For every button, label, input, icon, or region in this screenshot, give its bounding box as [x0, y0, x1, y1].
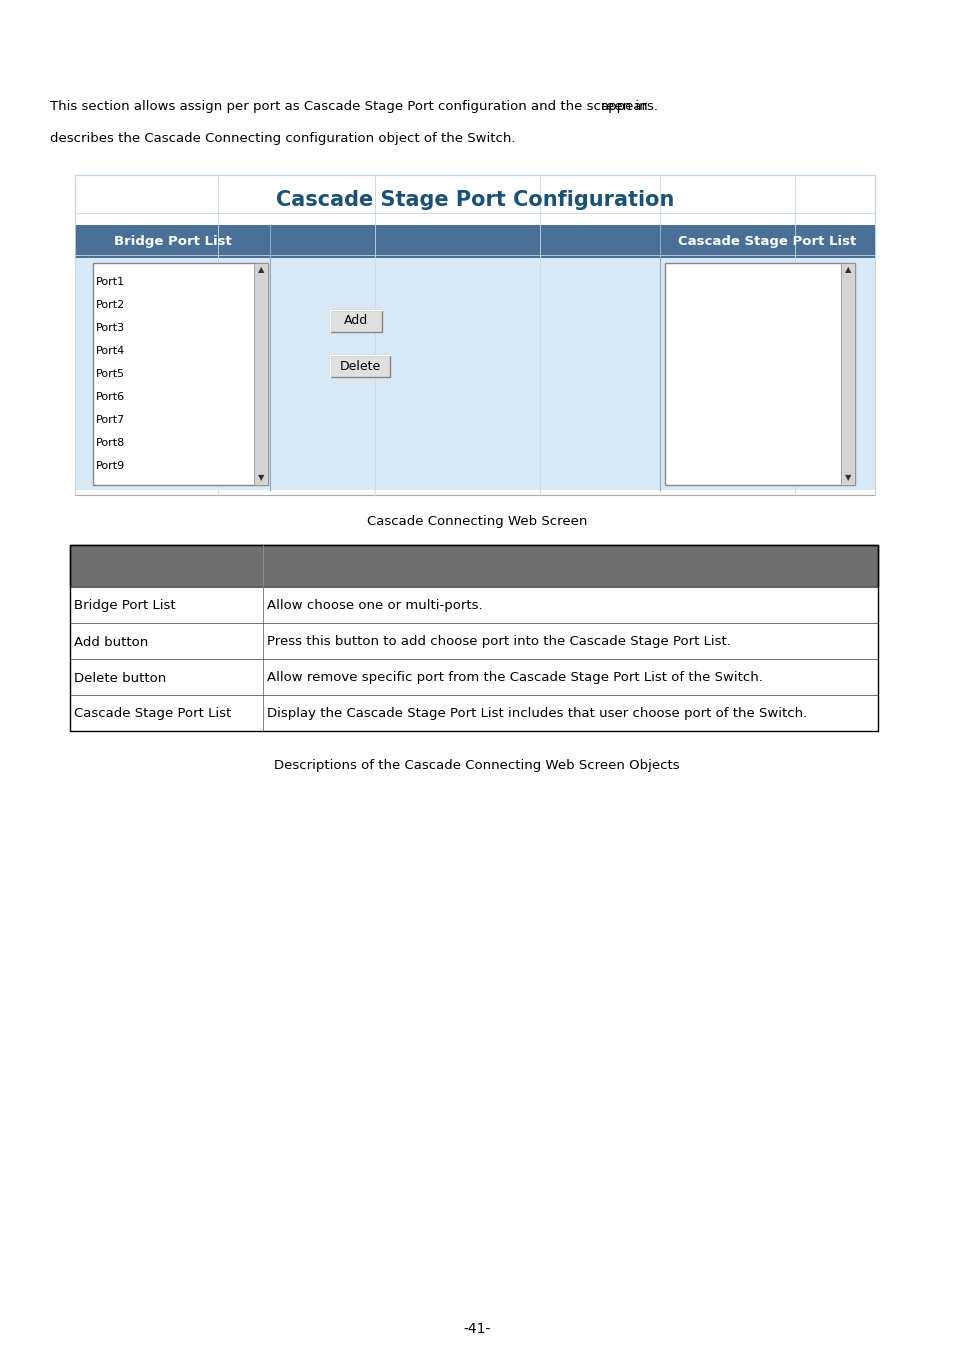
Text: Port2: Port2: [96, 300, 125, 309]
Text: Port9: Port9: [96, 462, 125, 471]
Text: Cascade Stage Port List: Cascade Stage Port List: [678, 235, 856, 248]
Text: Bridge Port List: Bridge Port List: [74, 599, 175, 613]
Text: Cascade Stage Port Configuration: Cascade Stage Port Configuration: [275, 190, 674, 211]
Text: Delete button: Delete button: [74, 671, 166, 684]
Bar: [70, 659, 877, 695]
Text: Bridge Port List: Bridge Port List: [113, 235, 232, 248]
Bar: [330, 355, 390, 377]
Text: Port1: Port1: [96, 277, 125, 286]
Bar: [70, 622, 877, 659]
Text: ▼: ▼: [843, 474, 850, 482]
Text: -41-: -41-: [463, 1322, 490, 1336]
Bar: [92, 263, 268, 485]
Bar: [75, 176, 874, 495]
Text: Port5: Port5: [96, 369, 125, 379]
Text: Add button: Add button: [74, 636, 148, 648]
Text: Port7: Port7: [96, 416, 125, 425]
Text: appears.: appears.: [599, 100, 658, 113]
Text: Port6: Port6: [96, 392, 125, 402]
Bar: [75, 225, 874, 258]
Bar: [70, 545, 877, 730]
Bar: [841, 263, 854, 485]
Text: Port4: Port4: [96, 346, 125, 356]
Text: Add: Add: [343, 315, 368, 328]
Text: This section allows assign per port as Cascade Stage Port configuration and the : This section allows assign per port as C…: [50, 100, 647, 113]
Text: describes the Cascade Connecting configuration object of the Switch.: describes the Cascade Connecting configu…: [50, 132, 515, 144]
Text: ▲: ▲: [257, 266, 264, 274]
Bar: [664, 263, 854, 485]
Text: Port3: Port3: [96, 323, 125, 333]
Bar: [70, 587, 877, 622]
Text: Port8: Port8: [96, 439, 125, 448]
Bar: [253, 263, 268, 485]
Text: Descriptions of the Cascade Connecting Web Screen Objects: Descriptions of the Cascade Connecting W…: [274, 759, 679, 772]
Bar: [70, 695, 877, 730]
Bar: [75, 258, 874, 490]
Text: ▲: ▲: [843, 266, 850, 274]
Text: Cascade Stage Port List: Cascade Stage Port List: [74, 707, 231, 721]
Text: Allow choose one or multi-ports.: Allow choose one or multi-ports.: [267, 599, 482, 613]
Text: ▼: ▼: [257, 474, 264, 482]
Bar: [70, 545, 877, 587]
Text: Delete: Delete: [339, 359, 380, 373]
Text: Press this button to add choose port into the Cascade Stage Port List.: Press this button to add choose port int…: [267, 636, 730, 648]
Text: Cascade Connecting Web Screen: Cascade Connecting Web Screen: [366, 514, 587, 528]
Text: Display the Cascade Stage Port List includes that user choose port of the Switch: Display the Cascade Stage Port List incl…: [267, 707, 806, 721]
Text: Allow remove specific port from the Cascade Stage Port List of the Switch.: Allow remove specific port from the Casc…: [267, 671, 762, 684]
Bar: [330, 310, 381, 332]
